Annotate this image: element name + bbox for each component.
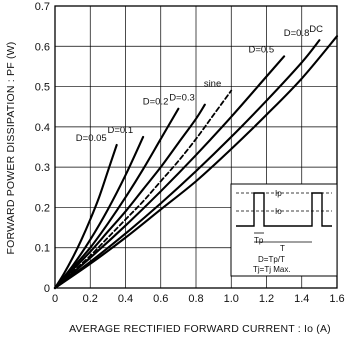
x-tick-label: 0	[52, 293, 58, 305]
y-tick-label: 0.7	[35, 1, 50, 13]
y-tick-label: 0.6	[35, 41, 50, 53]
curve-d-0-5	[53, 55, 286, 290]
x-tick-label: 1.6	[329, 293, 344, 305]
inset-ip-label: Ip	[275, 189, 282, 198]
duty-cycle-inset: Ip Io Tp T D=Tp/T Tj=Tj Max.	[230, 183, 338, 277]
curve-d-0-3	[53, 103, 206, 290]
x-tick-label: 0.8	[188, 293, 203, 305]
curve-label-dc: DC	[309, 24, 323, 35]
plot-frame	[54, 5, 338, 289]
curve-d-0-1	[53, 135, 145, 290]
curve-sine	[54, 89, 233, 289]
y-tick-label: 0	[44, 283, 50, 295]
inset-t-label: T	[280, 244, 285, 253]
curve-label-sine: sine	[204, 79, 221, 90]
inset-tj-condition: Tj=Tj Max.	[253, 265, 291, 274]
curve-d-0-2	[53, 107, 180, 290]
y-tick-label: 0.4	[35, 122, 50, 134]
curve-label-d-0-2: D=0.2	[143, 97, 169, 108]
grid	[55, 6, 337, 288]
y-tick-label: 0.2	[35, 202, 50, 214]
curve-label-d-0-8: D=0.8	[284, 28, 310, 39]
y-axis-title: FORWARD POWER DISSIPATION : PF (W)	[5, 42, 17, 255]
curve-label-d-0-1: D=0.1	[108, 125, 134, 136]
curve-dc	[53, 35, 339, 290]
curve-label-d-0-5: D=0.5	[249, 44, 275, 55]
curve-d-0-05	[53, 143, 118, 290]
y-tick-label: 0.3	[35, 162, 50, 174]
x-tick-label: 1.4	[294, 293, 309, 305]
x-tick-label: 0.2	[83, 293, 98, 305]
x-tick-label: 1.2	[259, 293, 274, 305]
series-curves	[53, 35, 339, 290]
curve-d-0-8	[53, 39, 321, 290]
y-tick-label: 0.5	[35, 82, 50, 94]
curve-labels: D=0.05D=0.1 D=0.2 D=0.3 sine D=0.5 D=0.8 DC	[76, 24, 323, 144]
axis-ticks: 0 0.2 0.4 0.6 0.8 1.0 1.2 1.4 1.6 0 0.1 0.2 0.3 0.4 0.…	[35, 1, 345, 305]
inset-frame	[230, 183, 338, 277]
inset-duty-formula: D=Tp/T	[258, 255, 285, 264]
curve-label-d-0-05: D=0.05	[76, 133, 107, 144]
x-tick-label: 1.0	[224, 293, 239, 305]
curve-label-d-0-3: D=0.3	[169, 93, 195, 104]
inset-io-label: Io	[275, 207, 282, 216]
inset-tp-label: Tp	[254, 236, 264, 245]
x-tick-label: 0.4	[118, 293, 133, 305]
inset-pulse-waveform	[236, 192, 332, 227]
x-axis-title: AVERAGE RECTIFIED FORWARD CURRENT : Io (…	[69, 323, 331, 335]
x-tick-label: 0.6	[153, 293, 168, 305]
y-tick-label: 0.1	[35, 243, 50, 255]
